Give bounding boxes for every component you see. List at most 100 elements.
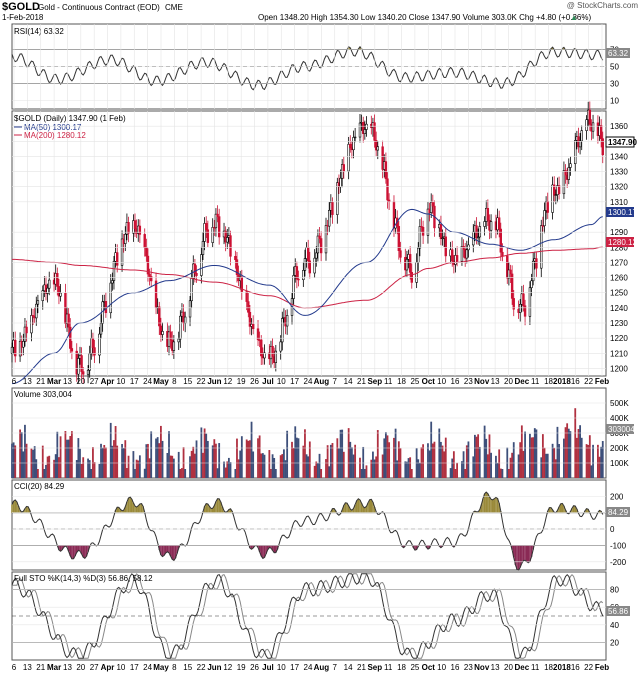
volume-bar — [325, 459, 327, 478]
candle-body — [399, 250, 402, 258]
volume-bar — [205, 433, 208, 478]
candle-body — [347, 143, 350, 172]
candle-body — [535, 258, 538, 269]
cci-value-badge — [606, 507, 630, 517]
x-tick-label: 16 — [571, 377, 580, 386]
candle-body — [133, 220, 137, 229]
y-tick-label: 1210 — [610, 349, 628, 358]
volume-bar — [546, 453, 549, 478]
volume-bar — [268, 450, 271, 478]
candle-body — [234, 255, 237, 261]
volume-bar — [279, 455, 282, 478]
x-tick-label: 10 — [116, 377, 125, 386]
candle-body — [98, 333, 101, 356]
volume-bar — [261, 453, 264, 478]
x-tick-label: Mar — [47, 377, 61, 386]
volume-bar — [30, 448, 33, 478]
candle-body — [70, 348, 74, 352]
volume-bar — [569, 431, 572, 478]
x-tick-label-bottom: Feb — [595, 663, 609, 672]
volume-bar — [365, 465, 368, 478]
candle-body — [384, 161, 388, 180]
volume-bar — [189, 456, 191, 478]
candle-body — [57, 286, 61, 297]
volume-bar — [90, 469, 93, 478]
volume-bar — [48, 455, 51, 478]
volume-bar — [551, 443, 554, 478]
y-tick-label: 1240 — [610, 304, 628, 313]
volume-bar — [567, 428, 570, 478]
volume-bar — [407, 458, 410, 478]
candle-body — [339, 177, 342, 188]
volume-bar — [422, 444, 425, 478]
candle-body — [353, 136, 357, 139]
candle-body — [23, 326, 27, 342]
x-tick-label-bottom: 11 — [384, 663, 393, 672]
volume-bar — [249, 440, 251, 478]
volume-bar — [41, 445, 44, 478]
volume-bar — [490, 452, 492, 478]
x-tick-label-bottom: 19 — [237, 663, 246, 672]
x-tick-label: Nov — [474, 377, 490, 386]
candle-body — [476, 236, 480, 239]
symbol-title: $GOLD — [2, 1, 40, 13]
volume-bar — [590, 465, 593, 478]
volume-bar — [200, 427, 203, 478]
volume-bar — [93, 462, 96, 478]
candle-body — [540, 225, 543, 269]
volume-bar — [342, 451, 345, 478]
volume-bar — [33, 446, 36, 478]
volume-bar — [522, 450, 525, 478]
y-tick-label: 1340 — [610, 152, 628, 161]
volume-bar — [121, 443, 123, 478]
candle-body — [415, 262, 418, 283]
candle-body — [48, 279, 51, 289]
volume-bar — [409, 457, 412, 478]
volume-bar — [66, 439, 68, 478]
volume-bar — [143, 468, 146, 478]
x-tick-label-bottom: 2018 — [553, 663, 571, 672]
volume-bar — [579, 425, 582, 478]
volume-bar — [587, 444, 590, 478]
x-tick-label-bottom: Aug — [314, 663, 330, 672]
candle-body — [531, 260, 535, 282]
volume-bar — [558, 444, 560, 478]
candle-body — [226, 237, 229, 243]
x-tick-label-bottom: 10 — [437, 663, 446, 672]
candle-body — [478, 226, 481, 238]
candle-body — [104, 301, 108, 314]
candle-body — [109, 282, 112, 314]
volume-bar — [373, 459, 376, 478]
volume-bar — [291, 441, 293, 478]
last-price-badge — [605, 136, 635, 148]
cci-panel: CCI(20) 84.29 2001000-100-200 84.29 — [11, 479, 630, 571]
y-tick-label: 1360 — [610, 122, 628, 131]
volume-bar — [520, 425, 523, 478]
volume-bar — [284, 460, 287, 478]
volume-bar — [532, 437, 535, 478]
candle-body — [580, 130, 583, 142]
candle-body — [462, 246, 465, 250]
volume-bar — [318, 453, 321, 478]
candle-body — [530, 280, 533, 289]
volume-bar — [326, 445, 329, 478]
candle-body — [591, 122, 595, 132]
volume-bar — [313, 465, 316, 478]
candle-body — [31, 315, 35, 317]
candle-body — [362, 122, 365, 134]
y-tick-label: 200K — [610, 444, 629, 453]
y-tick-label: 1250 — [610, 289, 628, 298]
volume-bar — [237, 459, 240, 478]
volume-bar — [372, 451, 374, 478]
volume-bar — [427, 443, 429, 478]
volume-bar — [386, 435, 389, 478]
volume-bar — [461, 461, 463, 478]
x-tick-label-bottom: 24 — [143, 663, 152, 672]
candle-body — [475, 225, 478, 239]
candle-body — [193, 263, 197, 274]
candle-body — [574, 140, 577, 164]
candle-body — [363, 129, 367, 134]
y-tick-label: 1270 — [610, 258, 628, 267]
x-tick-label: 15 — [183, 377, 192, 386]
volume-bar — [305, 454, 308, 478]
